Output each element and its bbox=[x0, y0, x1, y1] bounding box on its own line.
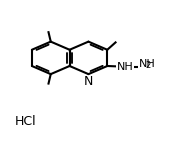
Text: N: N bbox=[84, 75, 93, 88]
Text: NH: NH bbox=[117, 62, 133, 72]
Text: 2: 2 bbox=[145, 61, 150, 70]
Text: HCl: HCl bbox=[15, 115, 36, 128]
Text: NH: NH bbox=[139, 59, 156, 69]
